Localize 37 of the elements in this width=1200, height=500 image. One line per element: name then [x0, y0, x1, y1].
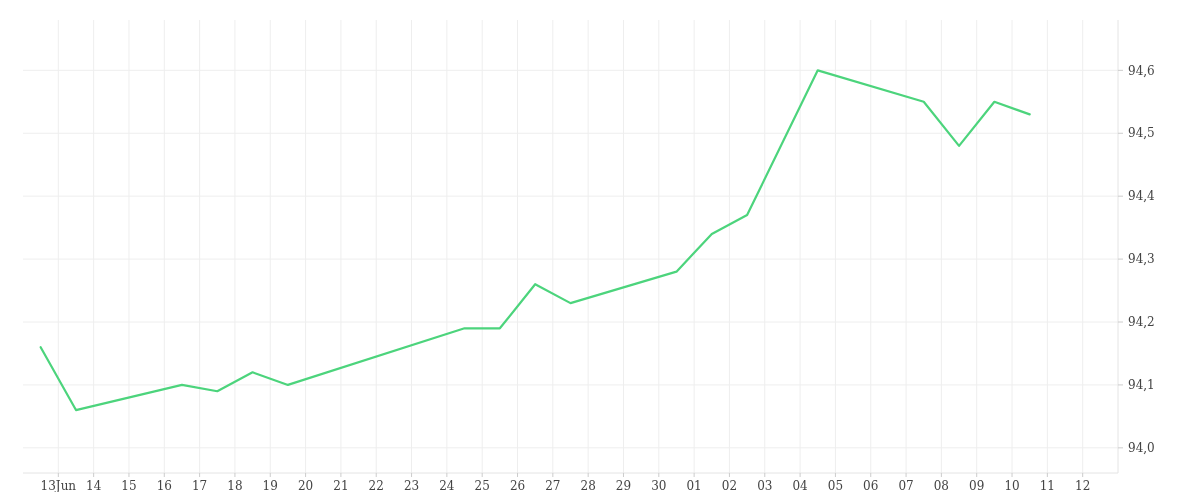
x-tick-label: 08: [933, 479, 950, 493]
x-tick-label: 05: [827, 479, 844, 493]
x-tick-label: 12: [1075, 479, 1091, 493]
x-tick-label: 28: [580, 479, 596, 493]
x-tick-label: 19: [262, 479, 278, 493]
x-tick-label: 13Jun: [40, 479, 77, 493]
x-tick-label: 30: [651, 479, 667, 493]
x-tick-label: 02: [721, 479, 738, 493]
y-tick-label: 94,2: [1128, 315, 1155, 330]
y-tick-label: 94,4: [1128, 189, 1156, 204]
x-tick-label: 10: [1004, 479, 1020, 493]
x-tick-label: 16: [156, 479, 172, 493]
y-tick-label: 94,5: [1128, 126, 1155, 141]
x-tick-label: 15: [121, 479, 137, 493]
x-tick-label: 25: [474, 479, 490, 493]
x-tick-label: 01: [686, 479, 702, 493]
x-tick-label: 17: [191, 479, 208, 493]
x-tick-label: 03: [757, 479, 773, 493]
x-tick-label: 04: [792, 479, 809, 493]
y-tick-label: 94,0: [1128, 441, 1155, 456]
x-tick-label: 21: [333, 479, 349, 493]
y-tick-label: 94,6: [1128, 63, 1155, 78]
x-tick-label: 09: [969, 479, 985, 493]
x-tick-label: 23: [403, 479, 420, 493]
x-tick-label: 18: [227, 479, 243, 493]
x-tick-label: 14: [86, 479, 102, 493]
x-tick-label: 27: [545, 479, 561, 493]
x-tick-label: 11: [1039, 479, 1055, 493]
y-tick-label: 94,1: [1128, 378, 1155, 393]
x-tick-label: 07: [898, 479, 914, 493]
x-tick-label: 26: [509, 479, 526, 493]
x-tick-label: 24: [439, 479, 455, 493]
x-tick-label: 20: [297, 479, 314, 493]
x-tick-label: 29: [615, 479, 632, 493]
y-tick-label: 94,3: [1128, 252, 1155, 267]
x-tick-label: 06: [863, 479, 879, 493]
x-tick-label: 22: [368, 479, 384, 493]
